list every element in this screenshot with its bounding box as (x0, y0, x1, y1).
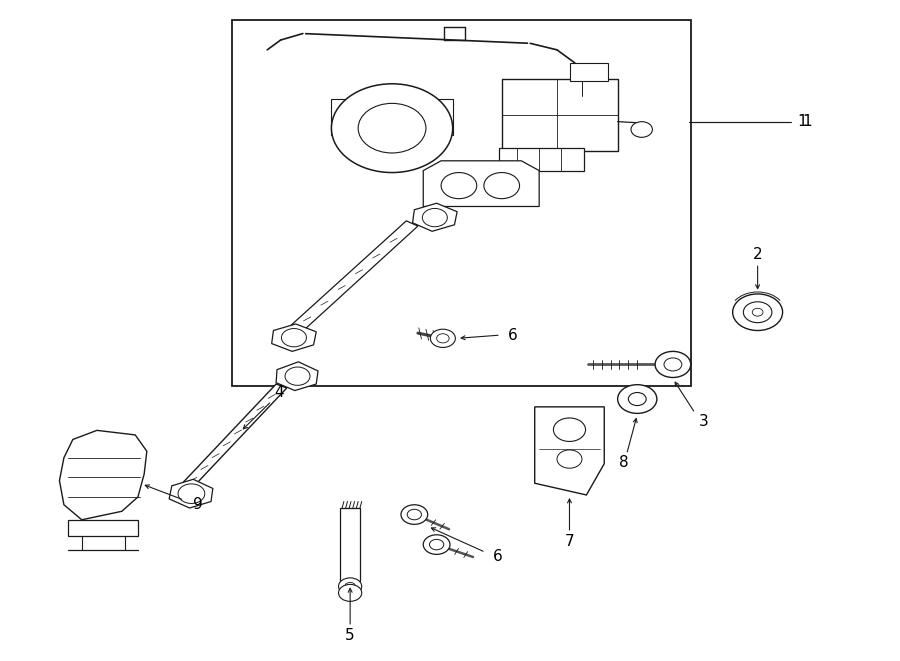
Circle shape (557, 450, 582, 468)
Text: 6: 6 (492, 549, 502, 564)
Bar (331, 98, 453, 135)
Bar (340, 508, 360, 581)
Circle shape (338, 578, 362, 595)
Circle shape (401, 505, 428, 524)
Text: 6: 6 (508, 328, 518, 342)
Circle shape (733, 294, 783, 330)
Circle shape (338, 584, 362, 602)
Circle shape (631, 122, 652, 137)
Bar (571, 63, 608, 81)
Circle shape (743, 302, 772, 323)
Bar (501, 79, 617, 151)
Circle shape (655, 352, 691, 377)
Circle shape (423, 535, 450, 555)
Circle shape (331, 84, 453, 173)
Circle shape (752, 308, 763, 316)
Polygon shape (169, 479, 212, 508)
Text: 9: 9 (193, 497, 202, 512)
Polygon shape (423, 161, 539, 206)
Polygon shape (276, 362, 318, 391)
Circle shape (178, 484, 205, 504)
Polygon shape (59, 430, 147, 520)
Polygon shape (272, 324, 316, 352)
Circle shape (422, 208, 447, 227)
Text: 1: 1 (802, 114, 812, 129)
Circle shape (358, 103, 426, 153)
Polygon shape (178, 384, 287, 492)
Circle shape (628, 393, 646, 406)
Circle shape (430, 329, 455, 348)
Text: 1: 1 (797, 114, 807, 129)
Circle shape (285, 367, 310, 385)
Bar (231, 20, 691, 386)
Text: 4: 4 (274, 385, 284, 400)
Circle shape (345, 582, 356, 590)
Text: 2: 2 (752, 247, 762, 262)
Text: 3: 3 (699, 414, 709, 430)
Circle shape (664, 358, 682, 371)
Circle shape (436, 334, 449, 343)
Circle shape (441, 173, 477, 199)
Circle shape (484, 173, 519, 199)
Text: 5: 5 (346, 628, 355, 642)
Bar (499, 148, 584, 171)
Circle shape (554, 418, 586, 442)
Circle shape (617, 385, 657, 413)
Circle shape (282, 329, 306, 347)
Polygon shape (283, 221, 418, 338)
Polygon shape (535, 407, 604, 495)
Circle shape (429, 539, 444, 550)
Circle shape (407, 510, 421, 520)
Polygon shape (68, 520, 138, 536)
Text: 7: 7 (564, 535, 574, 549)
Polygon shape (412, 203, 457, 231)
Text: 8: 8 (619, 455, 629, 471)
